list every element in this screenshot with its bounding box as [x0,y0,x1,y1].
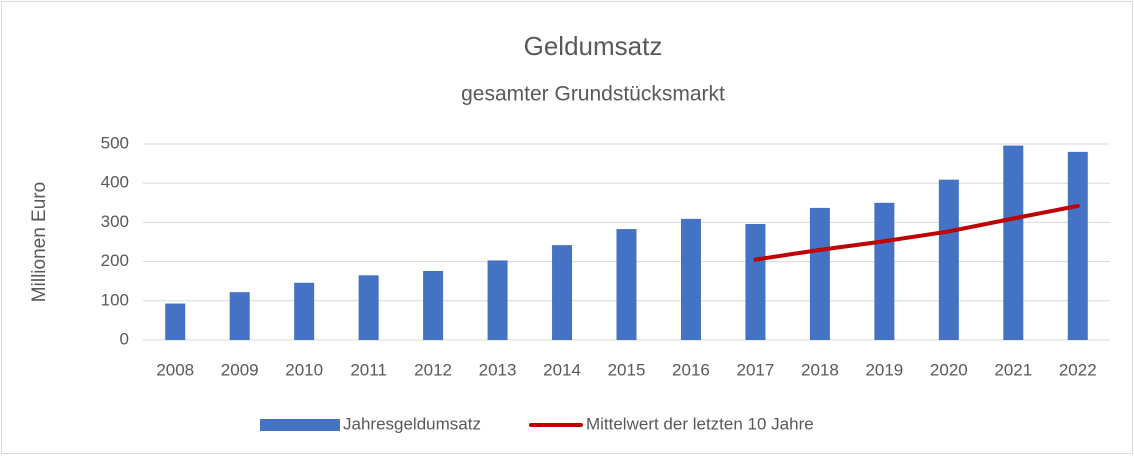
x-tick-label: 2009 [221,360,259,379]
chart-subtitle: gesamter Grundstücksmarkt [461,83,725,106]
y-tick-label: 300 [101,212,129,231]
bar [874,202,895,340]
bar [552,245,573,340]
y-tick-label: 0 [120,329,129,348]
bar [809,207,830,340]
y-tick-label: 100 [101,290,129,309]
x-tick-label: 2021 [994,360,1032,379]
x-tick-label: 2014 [543,360,581,379]
x-tick-label: 2016 [672,360,710,379]
bar [680,218,701,340]
x-tick-label: 2010 [285,360,323,379]
line [753,203,1080,262]
bar [1003,145,1024,340]
y-tick-label: 200 [101,251,129,270]
x-tick-label: 2015 [608,360,646,379]
chart-title: Geldumsatz [524,31,663,61]
y-axis-label: Millionen Euro [29,182,50,302]
x-tick-label: 2013 [479,360,517,379]
bar [1067,151,1088,340]
bar [229,292,250,340]
legend-label: Mittelwert der letzten 10 Jahre [586,414,814,433]
bar [745,223,766,340]
legend-swatch [260,419,340,431]
x-tick-label: 2011 [350,360,387,379]
bar [358,275,379,340]
x-tick-label: 2022 [1059,360,1097,379]
bar [294,282,315,340]
y-tick-label: 400 [101,173,129,192]
x-tick-label: 2008 [156,360,194,379]
bar [616,229,637,340]
x-tick-label: 2020 [930,360,968,379]
bar [165,303,186,340]
y-tick-label: 500 [101,133,129,152]
x-tick-label: 2017 [737,360,775,379]
legend-label: Jahresgeldumsatz [343,414,481,433]
x-tick-label: 2018 [801,360,839,379]
x-tick-label: 2012 [414,360,452,379]
bar [938,179,959,340]
bar [487,260,508,340]
bar [423,271,444,340]
x-tick-label: 2019 [865,360,903,379]
